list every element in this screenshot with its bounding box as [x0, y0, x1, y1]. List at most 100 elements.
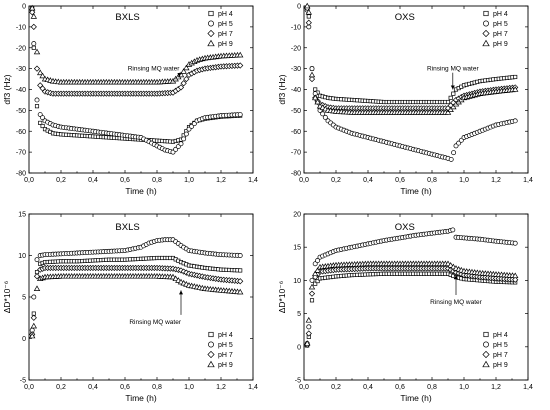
data-point	[29, 9, 36, 16]
data-point	[31, 294, 37, 300]
x-tick-label: 0,6	[120, 177, 130, 184]
data-point	[309, 66, 315, 72]
x-tick-label: 0,0	[299, 177, 309, 184]
legend-label: pH 7	[218, 352, 233, 359]
data-point	[512, 240, 518, 246]
y-axis-title: df3 (Hz)	[277, 74, 287, 104]
y-tick-label: 15	[18, 212, 26, 219]
series-ph-5	[304, 7, 518, 162]
data-point	[33, 273, 41, 280]
y-tick-label: -5	[295, 378, 301, 385]
data-point	[180, 68, 187, 74]
legend-label: pH 9	[218, 41, 233, 48]
data-point	[306, 324, 312, 330]
data-point	[314, 98, 321, 105]
y-tick-label: -80	[16, 171, 26, 178]
x-tick-label: 1,2	[491, 177, 501, 184]
legend-marker	[207, 39, 215, 47]
y-tick-label: -40	[16, 87, 26, 94]
data-point	[183, 64, 190, 71]
legend: pH 4 pH 5 pH 7 pH 9	[207, 331, 233, 369]
data-point	[34, 257, 40, 263]
y-axis-title: df3 (Hz)	[2, 74, 12, 104]
data-point	[237, 62, 244, 69]
y-tick-label: -80	[291, 171, 301, 178]
data-point	[177, 84, 185, 91]
legend-marker	[483, 20, 489, 27]
legend-label: pH 7	[493, 352, 508, 359]
legend-label: pH 9	[218, 362, 233, 369]
data-point	[309, 277, 315, 283]
x-tick-label: 0,4	[88, 177, 98, 184]
y-tick-label: 0	[297, 344, 301, 351]
panel-title: OXS	[395, 222, 415, 233]
y-tick-label: -10	[291, 24, 301, 31]
data-point	[33, 65, 41, 72]
x-tick-label: 0,4	[363, 384, 373, 391]
y-tick-label: -50	[291, 108, 301, 115]
legend-marker	[208, 20, 214, 27]
data-point	[305, 330, 312, 337]
series-ph-7	[304, 265, 519, 348]
y-tick-label: -70	[16, 150, 26, 157]
chart-panel-3: 0,0 0,2 0,4 0,6 0,8 1,0 1,2 1,4 -5 0 5 10 15 Time (h)…	[2, 212, 258, 404]
x-tick-label: 0,0	[24, 384, 34, 391]
data-point	[33, 285, 41, 291]
data-point	[313, 87, 318, 92]
y-tick-label: -20	[16, 45, 26, 52]
data-point	[31, 41, 37, 47]
data-point	[315, 279, 320, 284]
legend-marker	[482, 39, 490, 47]
data-point	[28, 332, 36, 339]
legend-label: pH 5	[493, 342, 508, 349]
y-tick-label: 5	[22, 295, 26, 302]
x-tick-label: 0,6	[395, 177, 405, 184]
legend-marker	[483, 10, 489, 17]
panel-title: BXLS	[115, 222, 139, 233]
legend-marker	[207, 360, 215, 368]
data-point	[180, 80, 187, 87]
x-tick-label: 1,4	[248, 384, 258, 391]
y-tick-label: -70	[291, 150, 301, 157]
legend-label: pH 4	[218, 332, 233, 339]
data-point	[511, 86, 519, 92]
data-point	[512, 118, 518, 124]
legend-marker	[483, 331, 489, 338]
data-point	[315, 258, 321, 263]
panel-title: OXS	[395, 12, 415, 23]
x-tick-label: 1,4	[248, 177, 258, 184]
data-point	[313, 281, 318, 286]
data-point	[309, 298, 315, 303]
legend-label: pH 7	[218, 31, 233, 38]
x-tick-label: 0,4	[88, 384, 98, 391]
y-tick-label: 10	[293, 278, 301, 285]
annotation-arrowhead	[454, 275, 458, 280]
y-tick-label: 10	[18, 253, 26, 260]
data-point	[444, 109, 452, 115]
series-ph-9	[28, 4, 244, 85]
y-axis-title: ΔD*10⁻⁶	[277, 281, 287, 314]
x-tick-label: 0,6	[395, 384, 405, 391]
x-axis-title: Time (h)	[400, 393, 431, 403]
data-point	[237, 253, 243, 258]
series-ph-4	[30, 255, 243, 337]
series-ph-5	[29, 237, 243, 333]
y-tick-label: -60	[16, 129, 26, 136]
annotation-text: Rinsing MQ water	[128, 66, 180, 73]
x-axis-title: Time (h)	[125, 393, 156, 403]
x-tick-label: 0,6	[120, 384, 130, 391]
legend: pH 4 pH 5 pH 7 pH 9	[482, 10, 508, 48]
legend-label: pH 9	[493, 41, 508, 48]
x-axis-title: Time (h)	[400, 186, 431, 196]
y-tick-label: -30	[16, 66, 26, 73]
data-point	[28, 4, 36, 11]
y-tick-label: -5	[20, 378, 26, 385]
data-point	[30, 322, 38, 329]
data-point	[34, 104, 40, 109]
x-tick-label: 0,8	[427, 177, 437, 184]
series-ph-4	[30, 6, 243, 144]
legend-label: pH 4	[493, 332, 508, 339]
data-point	[303, 2, 311, 9]
x-tick-label: 0,2	[56, 384, 66, 391]
